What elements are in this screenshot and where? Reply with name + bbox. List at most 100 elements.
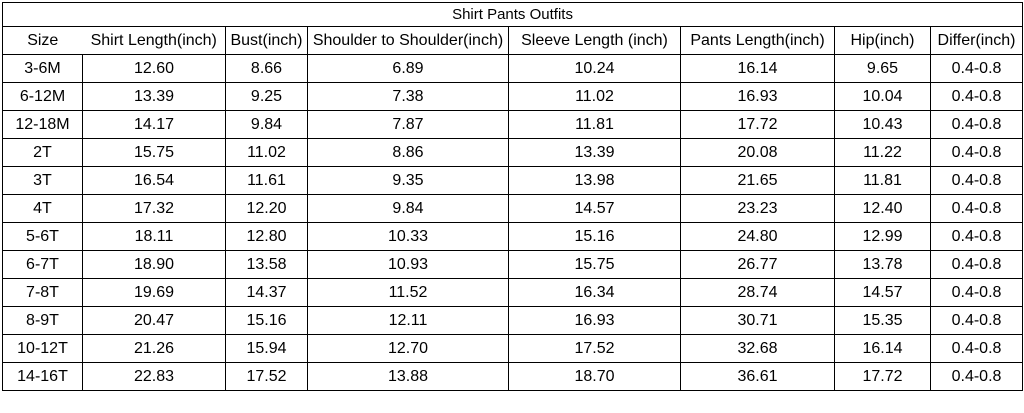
value-cell: 13.98 <box>508 166 681 195</box>
size-cell: 5-6T <box>2 222 83 251</box>
value-cell: 17.72 <box>834 362 931 391</box>
value-cell: 11.81 <box>834 166 931 195</box>
value-cell: 12.70 <box>307 334 509 363</box>
size-cell: 12-18M <box>2 110 83 139</box>
value-cell: 9.84 <box>225 110 308 139</box>
column-header-size: Size <box>2 26 83 55</box>
value-cell: 19.69 <box>82 278 226 307</box>
value-cell: 21.65 <box>680 166 835 195</box>
size-cell: 4T <box>2 194 83 223</box>
value-cell: 12.80 <box>225 222 308 251</box>
value-cell: 17.72 <box>680 110 835 139</box>
value-cell: 11.81 <box>508 110 681 139</box>
value-cell: 13.88 <box>307 362 509 391</box>
value-cell: 12.11 <box>307 306 509 335</box>
column-header-hip-inch: Hip(inch) <box>834 26 931 55</box>
value-cell: 9.25 <box>225 82 308 111</box>
table-row: 6-7T 18.90 13.58 10.93 15.75 26.77 13.78 0.4-0.… <box>2 250 1024 279</box>
value-cell: 0.4-0.8 <box>929 54 1024 83</box>
value-cell: 9.84 <box>307 194 509 223</box>
value-cell: 13.39 <box>508 138 681 167</box>
value-cell: 23.23 <box>680 194 835 223</box>
value-cell: 14.57 <box>508 194 681 223</box>
size-cell: 14-16T <box>2 362 83 391</box>
value-cell: 0.4-0.8 <box>929 250 1024 279</box>
value-cell: 16.14 <box>834 334 931 363</box>
value-cell: 22.83 <box>82 362 226 391</box>
column-header-differ-inch: Differ(inch) <box>929 26 1024 55</box>
value-cell: 15.16 <box>508 222 681 251</box>
value-cell: 21.26 <box>82 334 226 363</box>
size-chart-table: Shirt Pants Outfits Size Shirt Length(inc… <box>1 2 1024 391</box>
value-cell: 0.4-0.8 <box>929 110 1024 139</box>
table-row: 8-9T 20.47 15.16 12.11 16.93 30.71 15.35 0.4-0.… <box>2 306 1024 335</box>
size-cell: 7-8T <box>2 278 83 307</box>
value-cell: 18.70 <box>508 362 681 391</box>
value-cell: 26.77 <box>680 250 835 279</box>
value-cell: 8.66 <box>225 54 308 83</box>
value-cell: 0.4-0.8 <box>929 334 1024 363</box>
value-cell: 12.40 <box>834 194 931 223</box>
table-row: 5-6T 18.11 12.80 10.33 15.16 24.80 12.99 0.4-0.… <box>2 222 1024 251</box>
value-cell: 10.33 <box>307 222 509 251</box>
value-cell: 10.93 <box>307 250 509 279</box>
value-cell: 14.17 <box>82 110 226 139</box>
value-cell: 13.39 <box>82 82 226 111</box>
value-cell: 10.24 <box>508 54 681 83</box>
table-row: 3-6M 12.60 8.66 6.89 10.24 16.14 9.65 0.4-0.8 <box>2 54 1024 83</box>
value-cell: 11.02 <box>508 82 681 111</box>
value-cell: 11.52 <box>307 278 509 307</box>
value-cell: 28.74 <box>680 278 835 307</box>
table-row: 4T 17.32 12.20 9.84 14.57 23.23 12.40 0.4-0.8 <box>2 194 1024 223</box>
value-cell: 17.32 <box>82 194 226 223</box>
value-cell: 0.4-0.8 <box>929 194 1024 223</box>
value-cell: 9.65 <box>834 54 931 83</box>
value-cell: 15.75 <box>508 250 681 279</box>
value-cell: 7.87 <box>307 110 509 139</box>
table-row: 10-12T 21.26 15.94 12.70 17.52 32.68 16.14 0.4-… <box>2 334 1024 363</box>
value-cell: 10.43 <box>834 110 931 139</box>
value-cell: 6.89 <box>307 54 509 83</box>
value-cell: 8.86 <box>307 138 509 167</box>
header-row: Size Shirt Length(inch) Bust(inch) Shoulder… <box>2 26 1024 55</box>
table-title: Shirt Pants Outfits <box>1 2 1024 27</box>
value-cell: 0.4-0.8 <box>929 278 1024 307</box>
value-cell: 12.99 <box>834 222 931 251</box>
size-chart-container: Shirt Pants Outfits Size Shirt Length(inc… <box>1 2 1024 391</box>
value-cell: 0.4-0.8 <box>929 222 1024 251</box>
value-cell: 32.68 <box>680 334 835 363</box>
table-row: 6-12M 13.39 9.25 7.38 11.02 16.93 10.04 0.4-0.8 <box>2 82 1024 111</box>
value-cell: 20.47 <box>82 306 226 335</box>
size-cell: 8-9T <box>2 306 83 335</box>
value-cell: 10.04 <box>834 82 931 111</box>
value-cell: 15.94 <box>225 334 308 363</box>
table-row: 12-18M 14.17 9.84 7.87 11.81 17.72 10.43 0.4-0.… <box>2 110 1024 139</box>
size-cell: 6-7T <box>2 250 83 279</box>
value-cell: 16.34 <box>508 278 681 307</box>
value-cell: 36.61 <box>680 362 835 391</box>
value-cell: 12.20 <box>225 194 308 223</box>
value-cell: 17.52 <box>225 362 308 391</box>
value-cell: 11.61 <box>225 166 308 195</box>
value-cell: 11.02 <box>225 138 308 167</box>
table-body: 3-6M 12.60 8.66 6.89 10.24 16.14 9.65 0.4-0.8 6-… <box>2 54 1024 391</box>
column-header-bust-inch: Bust(inch) <box>225 26 308 55</box>
value-cell: 0.4-0.8 <box>929 306 1024 335</box>
size-cell: 10-12T <box>2 334 83 363</box>
value-cell: 16.93 <box>680 82 835 111</box>
column-header-pants-length-inch: Pants Length(inch) <box>680 26 835 55</box>
value-cell: 13.58 <box>225 250 308 279</box>
value-cell: 30.71 <box>680 306 835 335</box>
size-cell: 2T <box>2 138 83 167</box>
value-cell: 20.08 <box>680 138 835 167</box>
size-cell: 3-6M <box>2 54 83 83</box>
column-header-shirt-length-inch: Shirt Length(inch) <box>82 26 226 55</box>
table-row: 14-16T 22.83 17.52 13.88 18.70 36.61 17.72 0.4-… <box>2 362 1024 391</box>
size-cell: 3T <box>2 166 83 195</box>
value-cell: 12.60 <box>82 54 226 83</box>
column-header-shoulder-to-shoulder-inch: Shoulder to Shoulder(inch) <box>307 26 509 55</box>
value-cell: 24.80 <box>680 222 835 251</box>
size-cell: 6-12M <box>2 82 83 111</box>
column-header-sleeve-length-inch: Sleeve Length (inch) <box>508 26 681 55</box>
value-cell: 15.16 <box>225 306 308 335</box>
